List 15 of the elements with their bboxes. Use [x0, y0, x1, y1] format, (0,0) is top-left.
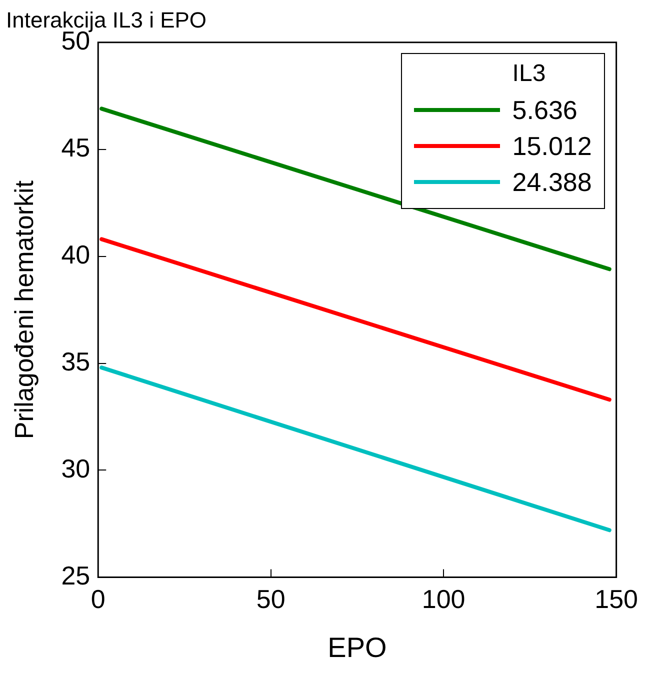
y-tick-label: 40	[61, 239, 90, 270]
y-tick-label: 35	[61, 346, 90, 376]
y-axis-title: Prilagođeni hematorkit	[8, 180, 39, 440]
x-tick-label: 100	[422, 584, 466, 614]
y-tick-label: 25	[61, 560, 90, 590]
x-axis-title: EPO	[328, 632, 387, 663]
legend-label: 24.388	[512, 166, 592, 200]
legend-label: 15.012	[512, 130, 592, 164]
legend-title: IL3	[511, 60, 547, 88]
x-tick-label: 0	[90, 584, 106, 614]
y-tick-label: 30	[61, 453, 90, 484]
y-tick-label: 45	[61, 132, 90, 163]
x-tick-label: 150	[594, 584, 638, 614]
x-tick-label: 50	[256, 584, 286, 614]
legend-label: 5.636	[512, 94, 578, 128]
